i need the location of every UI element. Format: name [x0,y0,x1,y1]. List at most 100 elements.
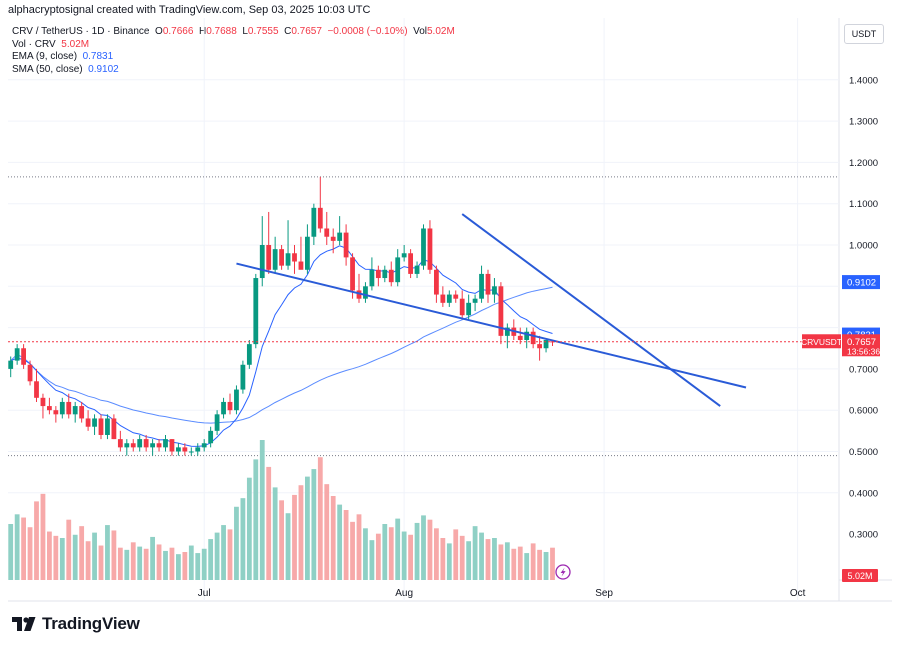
volume-bar [105,525,110,580]
trendlines[interactable] [236,213,747,407]
price-axis[interactable]: 1.4000 1.3000 1.2000 1.1000 1.0000 0.7000 0.60… [849,75,878,540]
candle [14,344,20,365]
volume-bar [440,538,446,580]
candle-body [459,298,465,316]
candle-body [421,228,426,266]
candle-body [21,348,26,365]
candle [259,216,265,287]
candle-body [504,327,510,336]
volume-bar [434,528,439,580]
price-tick-label: 1.4000 [849,75,878,86]
candle-body [85,418,91,427]
candle [66,393,72,419]
candle-body [234,389,239,411]
candle [156,439,162,452]
candle [176,443,181,456]
candle-body [105,418,110,435]
chart-legend: CRV / TetherUS · 1D · Binance O0.7666 H0… [12,26,455,76]
candle [434,265,439,303]
candle [330,228,336,254]
currency-button[interactable]: USDT [844,24,884,44]
indicator-price-tag [842,327,880,342]
candle [27,360,33,386]
volume-bar [530,543,536,580]
volume-bar [79,526,85,580]
time-axis[interactable]: Jul Aug Sep Oct [198,588,806,599]
candle-body [517,335,523,340]
volume-bar [298,485,304,580]
candle [492,278,497,303]
trendline [461,213,721,407]
candle [479,265,484,303]
time-tick-label: Aug [395,588,413,599]
candle [485,269,491,303]
candle [395,249,401,287]
candle [234,385,239,415]
candle [459,290,465,320]
candle-body [272,249,278,270]
volume-bar [517,546,523,580]
ohlc-legend-row[interactable]: CRV / TetherUS · 1D · Binance O0.7666 H0… [12,26,455,39]
tradingview-logo[interactable]: TradingView [12,614,140,634]
change-value: −0.0008 (−0.10%) [327,26,408,37]
candle [208,426,214,448]
candle-body [27,364,33,382]
candle-body [363,286,368,299]
volume-bar [305,476,310,580]
volume-bar [324,484,330,580]
candle [34,368,39,402]
volume-bar [279,500,284,580]
volume-bar [408,534,413,580]
candle-body [492,286,497,295]
price-tick-label: 1.1000 [849,199,878,210]
volume-bar [537,549,542,580]
volume-bar [72,534,78,580]
candle [408,249,413,279]
volume-bar [395,518,401,580]
ema-legend-row[interactable]: EMA (9, close) 0.7831 [12,51,455,64]
volume-bar [459,535,465,580]
candle-body [337,232,343,241]
indicator-price-tag [842,275,880,290]
candle [214,410,220,435]
candle [195,443,201,456]
candle-body [66,401,72,415]
candle-body [14,348,20,361]
candle [266,211,272,274]
candle [117,430,123,452]
volume-bar [92,532,97,580]
volume-bar [317,457,323,580]
candle-body [485,273,491,295]
sma-legend-row[interactable]: SMA (50, close) 0.9102 [12,64,455,77]
candle-body [130,443,136,448]
volume-legend-row[interactable]: Vol · CRV 5.02M [12,39,455,52]
volume-bar [453,529,459,580]
ema-label: EMA (9, close) [12,51,78,62]
candle-body [40,397,46,407]
candle-body [401,253,407,258]
candle [111,414,117,440]
candle [221,397,226,419]
candle-body [221,401,226,415]
candle-body [298,261,304,270]
last-price-tag-value: 0.7657 [847,337,876,348]
volume-bar [363,528,368,580]
trendline [236,262,747,389]
candle [550,340,555,346]
close-value: 0.7657 [291,26,322,37]
lightning-icon[interactable] [555,564,571,580]
candle [285,220,291,270]
volume-bar [169,547,175,580]
close-label: C [284,26,292,37]
candle-body [543,339,549,349]
candle-body [530,331,536,345]
ema-line [10,245,553,447]
candle [453,290,459,303]
candle-body [47,406,52,411]
volume-bar [27,527,33,580]
candle-body [34,381,39,398]
volume-bar [401,531,407,580]
volume-bar [234,506,239,580]
candle-body [98,418,104,435]
